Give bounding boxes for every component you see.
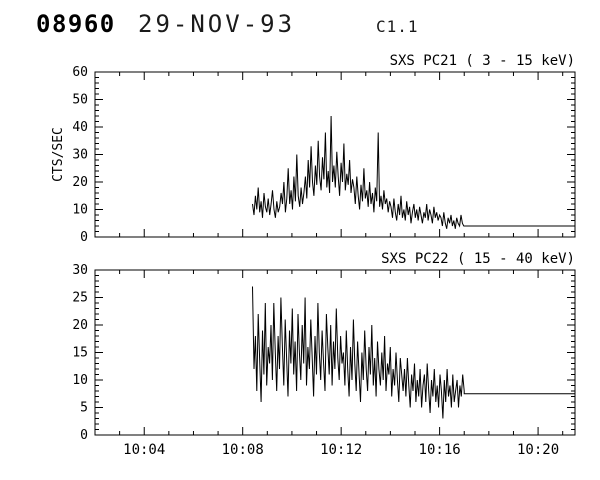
y-axis-label: CTS/SEC (51, 127, 66, 182)
light-curve-series-1 (252, 115, 575, 229)
version-label: C1.1 (376, 17, 419, 36)
x-tick-label: 10:20 (517, 442, 559, 458)
y-tick-label: 20 (72, 318, 88, 333)
y-tick-label: 50 (72, 93, 88, 108)
plot-frame (94, 71, 576, 238)
y-tick-label: 10 (72, 373, 88, 388)
x-tick-label: 10:04 (123, 442, 165, 458)
date-label: 29-NOV-93 (138, 10, 296, 38)
panel-1: 0 10 20 30 40 50 60 SXS PC21 ( 3 - 15 keV) CTS/S… (51, 53, 576, 245)
panel-2: 10:04 10:08 10:12 10:16 10:20 0 5 10 15 20 25 30 SXS… (72, 251, 576, 458)
sequence-number: 08960 (36, 10, 116, 38)
y-tick-label: 0 (80, 230, 88, 245)
x-tick-label: 10:16 (419, 442, 461, 458)
y-tick-label: 0 (80, 428, 88, 443)
header: 08960 29-NOV-93 C1.1 (0, 0, 600, 46)
y-tick-label: 15 (72, 346, 88, 361)
y-tick-label: 60 (72, 65, 88, 80)
y-tick-label: 25 (72, 291, 88, 306)
y-tick-label: 30 (72, 263, 88, 278)
panel-title: SXS PC22 ( 15 - 40 keV) (381, 251, 575, 267)
x-tick-label: 10:08 (222, 442, 264, 458)
light-curve-series-2 (252, 286, 575, 419)
y-tick-label: 30 (72, 148, 88, 163)
y-tick-label: 40 (72, 120, 88, 135)
x-tick-label: 10:12 (320, 442, 362, 458)
y-tick-label: 10 (72, 203, 88, 218)
panel-title: SXS PC21 ( 3 - 15 keV) (390, 53, 575, 69)
y-tick-label: 20 (72, 175, 88, 190)
y-tick-label: 5 (80, 401, 88, 416)
